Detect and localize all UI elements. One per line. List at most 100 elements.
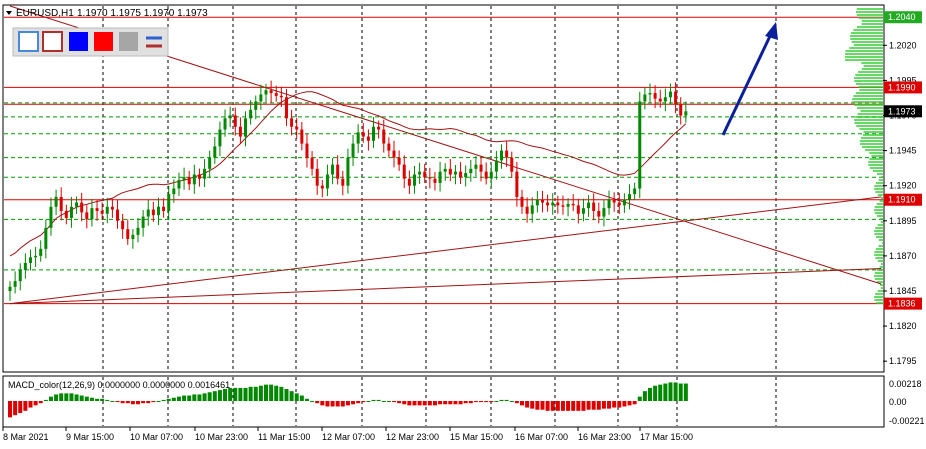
- macd-histogram: [8, 382, 688, 418]
- candle-body: [617, 202, 621, 206]
- volume-bar: [880, 221, 883, 223]
- volume-bar: [874, 233, 883, 235]
- price-labels: 1.2040 1.1990 1.1973 1.1910 1.1836: [884, 11, 922, 310]
- trendline-lower-rising[interactable]: [9, 196, 882, 305]
- outline-square-red-button[interactable]: [42, 31, 63, 52]
- candle-body: [244, 118, 248, 137]
- macd-bar: [479, 401, 484, 403]
- macd-bar: [54, 394, 59, 401]
- macd-bar: [223, 389, 228, 401]
- macd-bar: [397, 401, 402, 404]
- forecast-arrow[interactable]: [721, 22, 778, 136]
- volume-bar: [859, 128, 883, 130]
- volume-bar: [854, 122, 883, 124]
- candle-body: [530, 205, 534, 214]
- volume-bar: [854, 80, 883, 82]
- macd-bar: [182, 395, 187, 401]
- volume-bar: [856, 14, 883, 16]
- volume-bar: [856, 11, 883, 13]
- filled-square-blue-button[interactable]: [69, 32, 88, 51]
- volume-bar: [863, 65, 883, 67]
- volume-bar: [874, 275, 883, 277]
- volume-bar: [880, 263, 883, 265]
- candle-body: [290, 118, 294, 127]
- macd-bar: [110, 401, 115, 402]
- macd-bar: [514, 401, 519, 404]
- volume-bar: [875, 257, 883, 259]
- candle-body: [366, 136, 370, 141]
- candle-body: [448, 168, 452, 175]
- volume-bar: [874, 272, 883, 274]
- volume-bar: [861, 23, 883, 25]
- candle-body: [182, 177, 186, 181]
- macd-bar: [555, 401, 560, 411]
- triangle-down-icon[interactable]: [6, 11, 12, 15]
- volume-bar: [879, 266, 883, 268]
- candle-body: [223, 118, 227, 130]
- macd-bar: [187, 395, 192, 401]
- candle-body: [90, 208, 94, 220]
- macd-bar: [468, 401, 473, 404]
- macd-bar: [637, 396, 642, 401]
- macd-bar: [258, 385, 263, 401]
- candle-body: [23, 262, 27, 270]
- macd-bar: [74, 394, 79, 401]
- candle-body: [382, 129, 386, 144]
- macd-bar: [345, 401, 350, 406]
- macd-tick-label: 0.00218: [889, 379, 922, 389]
- candle-body: [464, 173, 468, 178]
- macd-bar: [443, 401, 448, 405]
- macd-bar: [581, 401, 586, 411]
- volume-bar: [854, 119, 883, 121]
- volume-bar: [858, 17, 883, 19]
- symbol-name: EURUSD,H1: [16, 8, 74, 19]
- macd-bar: [95, 398, 100, 401]
- candle-body: [407, 178, 411, 186]
- candle-body: [156, 206, 160, 216]
- macd-bar: [315, 401, 320, 404]
- trendline-base-rising[interactable]: [9, 268, 882, 305]
- candle-body: [387, 143, 391, 151]
- macd-bar: [325, 401, 330, 407]
- outline-square-blue-button[interactable]: [18, 31, 39, 52]
- candle-body: [69, 206, 73, 218]
- candle-body: [64, 210, 68, 218]
- symbol-header: EURUSD,H1 1.1970 1.1975 1.1970 1.1973: [6, 8, 208, 19]
- volume-bar: [878, 239, 883, 241]
- candle-body: [510, 157, 514, 172]
- volume-bar: [854, 104, 883, 106]
- volume-bar: [860, 137, 883, 139]
- filled-square-red-button[interactable]: [94, 32, 113, 51]
- volume-bar: [869, 152, 883, 154]
- volume-bar: [863, 131, 883, 133]
- macd-bar: [366, 401, 371, 402]
- macd-bar: [18, 401, 23, 413]
- price-label-text: 1.2040: [888, 12, 916, 22]
- candle-body: [310, 157, 314, 169]
- candle-body: [18, 269, 22, 282]
- macd-bar: [489, 401, 494, 403]
- volume-bar: [876, 269, 883, 271]
- candle-body: [187, 177, 191, 185]
- filled-square-gray-button[interactable]: [119, 32, 138, 51]
- line-pair-button[interactable]: [143, 32, 163, 51]
- volume-bar: [880, 197, 883, 199]
- candle-body: [551, 202, 555, 206]
- volume-bar: [859, 89, 883, 91]
- macd-bar: [386, 401, 391, 402]
- time-tick-label: 16 Mar 07:00: [515, 432, 568, 442]
- candle-body: [228, 115, 232, 119]
- candle-body: [141, 216, 145, 228]
- line-pair-button-bg: [143, 32, 163, 51]
- candle-body: [146, 209, 150, 217]
- macd-bar: [136, 401, 140, 405]
- macd-bar: [48, 396, 53, 401]
- macd-bar: [207, 392, 212, 401]
- macd-bar: [115, 401, 120, 403]
- candle-body: [540, 199, 544, 203]
- volume-bar: [874, 206, 883, 208]
- macd-bar: [59, 393, 64, 401]
- time-axis[interactable]: 8 Mar 2021 9 Mar 15:00 10 Mar 07:00 10 Mar …: [2, 427, 693, 442]
- volume-bar: [861, 20, 883, 22]
